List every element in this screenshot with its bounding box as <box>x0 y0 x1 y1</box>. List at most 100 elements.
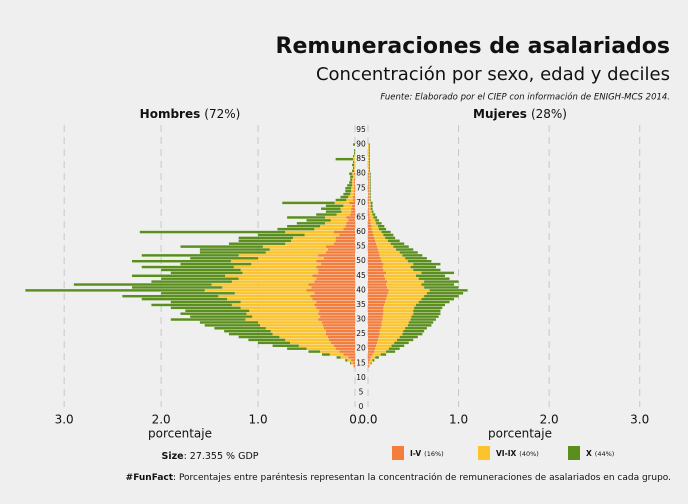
bar-segment <box>368 329 380 333</box>
y-tick-label: 20 <box>356 344 366 353</box>
bar-segment <box>368 204 369 208</box>
bar-segment <box>320 350 340 353</box>
bar-segment <box>308 350 321 353</box>
bar-segment <box>421 283 455 286</box>
bar-segment <box>199 251 266 254</box>
bar-segment <box>368 181 370 184</box>
bar-segment <box>248 338 286 342</box>
bar-segment <box>316 306 355 310</box>
bar-segment <box>368 327 381 330</box>
bar-segment <box>373 233 384 237</box>
bar-segment <box>368 143 370 146</box>
bar-segment <box>320 224 346 228</box>
bar-segment <box>287 216 325 219</box>
bar-segment <box>368 157 369 161</box>
bar-segment <box>369 213 373 216</box>
y-tick-label: 30 <box>356 315 366 324</box>
bar-segment <box>368 347 376 350</box>
bar-segment <box>391 344 405 347</box>
bar-segment <box>161 277 239 280</box>
bar-segment <box>394 341 409 345</box>
bar-segment <box>316 277 355 280</box>
bar-segment <box>325 204 344 208</box>
bar-segment <box>304 233 340 237</box>
bar-segment <box>345 224 355 228</box>
bar-segment <box>402 254 423 257</box>
bar-segment <box>424 280 459 283</box>
bar-segment <box>346 222 355 225</box>
bar-segment <box>354 169 355 173</box>
bar-segment <box>368 178 370 181</box>
bar-segment <box>132 274 226 278</box>
bar-segment <box>368 312 384 315</box>
bar-segment <box>368 169 369 173</box>
bar-segment <box>262 245 326 248</box>
bar-segment <box>336 356 341 359</box>
bar-segment <box>418 300 450 304</box>
bar-segment <box>251 262 322 266</box>
bar-segment <box>370 201 373 205</box>
bar-segment <box>353 143 355 146</box>
bar-segment <box>269 248 328 251</box>
y-tick-label: 95 <box>356 125 366 134</box>
bar-segment <box>151 280 232 283</box>
y-tick-label: 35 <box>356 300 366 309</box>
bar-segment <box>368 356 371 359</box>
bar-segment <box>314 292 355 295</box>
bar-segment <box>141 254 239 257</box>
bar-segment <box>330 341 355 345</box>
bar-segment <box>245 318 319 321</box>
bar-segment <box>227 297 313 301</box>
bar-segment <box>407 324 432 327</box>
bar-segment <box>335 198 347 202</box>
bar-segment <box>353 362 355 365</box>
bar-segment <box>185 309 250 313</box>
bar-segment <box>285 242 334 245</box>
bar-segment <box>368 210 369 213</box>
bar-segment <box>291 239 336 243</box>
bar-segment <box>347 184 353 187</box>
bar-segment <box>323 327 355 330</box>
bar-segment <box>310 294 355 298</box>
bar-segment <box>368 149 370 152</box>
bar-segment <box>379 332 403 336</box>
bar-segment <box>233 265 317 269</box>
bar-segment <box>372 213 376 216</box>
bar-segment <box>368 236 375 240</box>
size-label: Size <box>161 451 183 462</box>
panel-header: Hombres (72%) <box>140 107 241 121</box>
bar-segment <box>240 300 317 304</box>
bar-segment <box>382 265 411 269</box>
funfact-label: #FunFact <box>126 473 174 483</box>
bar-segment <box>139 230 286 234</box>
bar-segment <box>386 271 422 275</box>
bar-segment <box>368 157 370 161</box>
bar-segment <box>346 198 354 202</box>
bar-segment <box>354 149 355 152</box>
bar-segment <box>376 242 391 245</box>
bar-segment <box>410 318 436 321</box>
legend-swatch <box>478 446 490 460</box>
bar-segment <box>369 181 371 184</box>
bar-segment <box>330 219 349 222</box>
bar-segment <box>258 233 305 237</box>
panel-label: Hombres <box>140 107 201 121</box>
bar-segment <box>368 166 369 170</box>
bar-segment <box>368 338 378 342</box>
bar-segment <box>368 292 388 295</box>
bar-segment <box>231 280 315 283</box>
bar-segment <box>351 187 355 190</box>
bar-segment <box>306 219 331 222</box>
bar-segment <box>318 271 355 275</box>
bar-segment <box>369 184 371 187</box>
x-tick-label: 3.0 <box>630 413 649 427</box>
bar-segment <box>335 236 355 240</box>
y-tick-label: 55 <box>356 242 366 251</box>
y-tick-label: 15 <box>356 358 366 367</box>
bar-segment <box>325 251 355 254</box>
bar-segment <box>369 175 371 178</box>
bar-segment <box>368 274 385 278</box>
bar-segment <box>316 265 355 269</box>
bar-segment <box>368 172 370 175</box>
bar-segment <box>368 192 369 196</box>
